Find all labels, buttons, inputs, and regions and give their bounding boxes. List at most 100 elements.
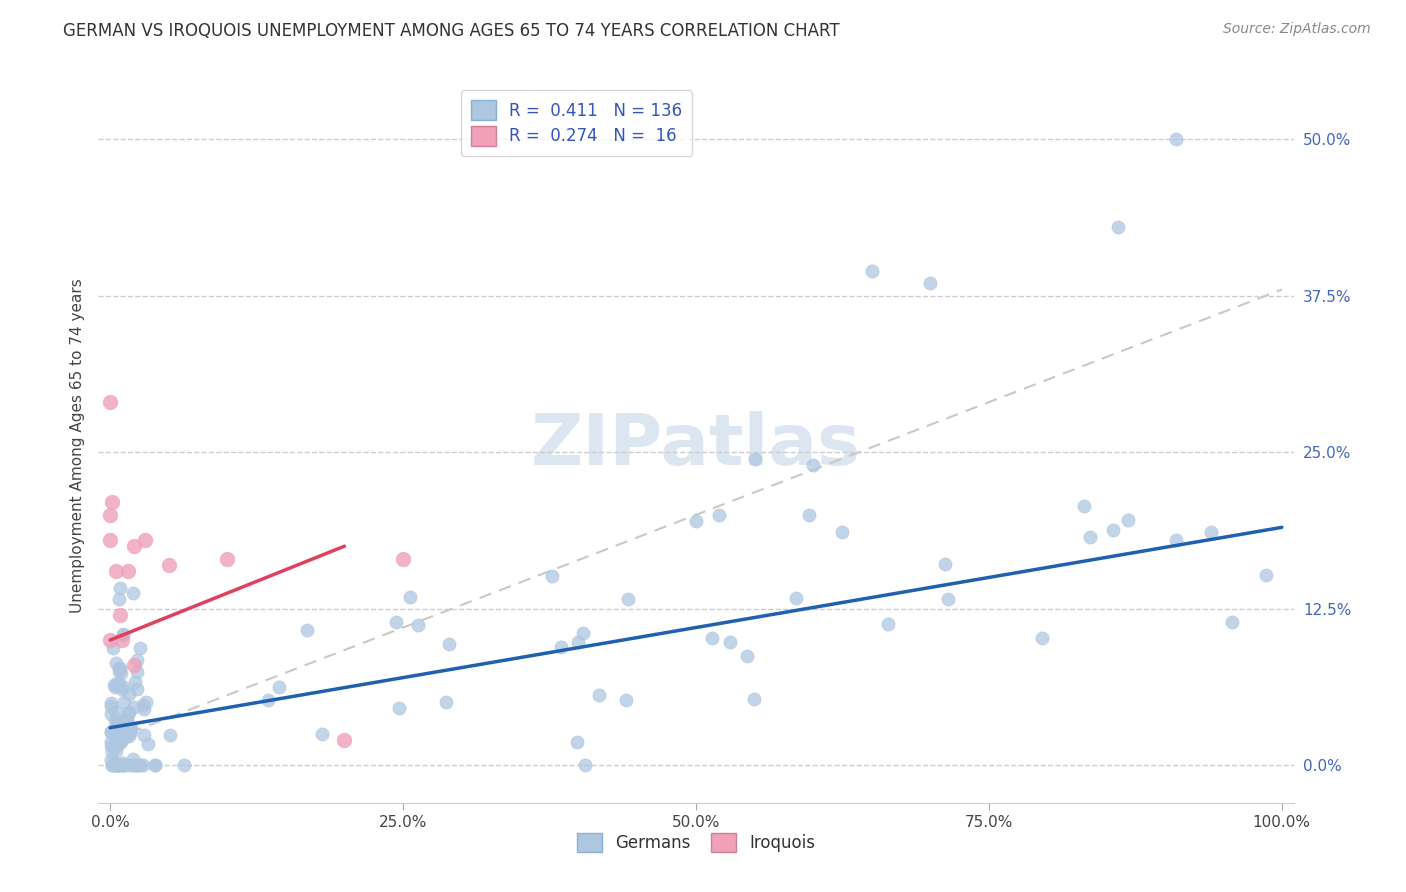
Point (100, 698, 122, 713)
Point (105, 758, 128, 772)
Point (831, 525, 853, 540)
Point (98, 395, 121, 409)
Point (100, 758, 122, 772)
Point (392, 551, 415, 566)
Point (399, 591, 422, 605)
Point (107, 714, 129, 729)
Point (132, 698, 155, 712)
Point (101, 758, 124, 772)
Point (103, 758, 125, 772)
Point (98, 508, 121, 522)
Point (110, 665, 132, 680)
Point (1031, 631, 1053, 645)
Point (112, 627, 135, 641)
Point (118, 729, 141, 743)
Point (112, 756, 135, 771)
Point (877, 617, 900, 632)
Point (111, 682, 134, 697)
Point (100, 739, 122, 754)
Text: GERMAN VS IROQUOIS UNEMPLOYMENT AMONG AGES 65 TO 74 YEARS CORRELATION CHART: GERMAN VS IROQUOIS UNEMPLOYMENT AMONG AG… (63, 22, 839, 40)
Point (173, 758, 195, 772)
Point (112, 695, 135, 709)
Point (565, 735, 588, 749)
Point (101, 745, 124, 759)
Point (157, 558, 180, 572)
Point (98, 533, 121, 547)
Point (127, 652, 149, 666)
Point (107, 758, 129, 772)
Point (134, 701, 156, 715)
Point (614, 693, 637, 707)
Point (108, 581, 131, 595)
Point (122, 699, 145, 714)
Point (434, 695, 457, 709)
Point (685, 514, 707, 528)
Point (1164, 533, 1187, 547)
Point (101, 758, 124, 772)
Point (122, 758, 145, 772)
Point (111, 680, 134, 694)
Point (860, 264, 883, 278)
Point (1078, 530, 1101, 544)
Text: Source: ZipAtlas.com: Source: ZipAtlas.com (1223, 22, 1371, 37)
Point (100, 735, 122, 749)
Point (100, 725, 122, 739)
Point (108, 727, 131, 741)
Point (159, 727, 181, 741)
Point (105, 758, 128, 772)
Point (217, 551, 239, 566)
Point (105, 676, 128, 690)
Point (1102, 523, 1125, 537)
Point (103, 641, 125, 656)
Point (1107, 219, 1129, 234)
Point (256, 692, 278, 706)
Point (333, 733, 356, 747)
Point (124, 675, 146, 690)
Point (122, 752, 145, 766)
Point (107, 592, 129, 607)
Point (100, 696, 122, 710)
Point (709, 508, 731, 522)
Point (1073, 499, 1095, 513)
Point (311, 726, 333, 740)
Point (588, 688, 610, 702)
Point (118, 706, 141, 720)
Point (107, 758, 129, 772)
Point (117, 713, 139, 727)
Point (744, 451, 766, 466)
Point (735, 649, 758, 664)
Point (101, 495, 124, 509)
Point (938, 592, 960, 607)
Point (406, 618, 429, 632)
Point (567, 634, 589, 648)
Point (118, 723, 141, 737)
Point (105, 738, 128, 752)
Point (114, 758, 136, 772)
Point (934, 557, 956, 571)
Point (797, 508, 820, 522)
Point (111, 758, 134, 772)
Point (550, 640, 572, 655)
Point (104, 744, 127, 758)
Point (744, 692, 766, 706)
Point (98, 633, 121, 648)
Point (118, 687, 141, 701)
Point (128, 758, 150, 772)
Point (110, 758, 132, 772)
Point (122, 658, 145, 673)
Point (125, 758, 148, 772)
Point (103, 713, 125, 727)
Point (125, 665, 148, 679)
Point (112, 758, 135, 772)
Point (105, 564, 128, 578)
Point (269, 680, 291, 694)
Point (115, 728, 138, 742)
Point (100, 753, 122, 767)
Point (103, 678, 125, 692)
Point (122, 539, 145, 553)
Point (617, 592, 640, 607)
Point (437, 637, 460, 651)
Point (104, 656, 127, 670)
Point (801, 458, 824, 472)
Point (105, 758, 128, 772)
